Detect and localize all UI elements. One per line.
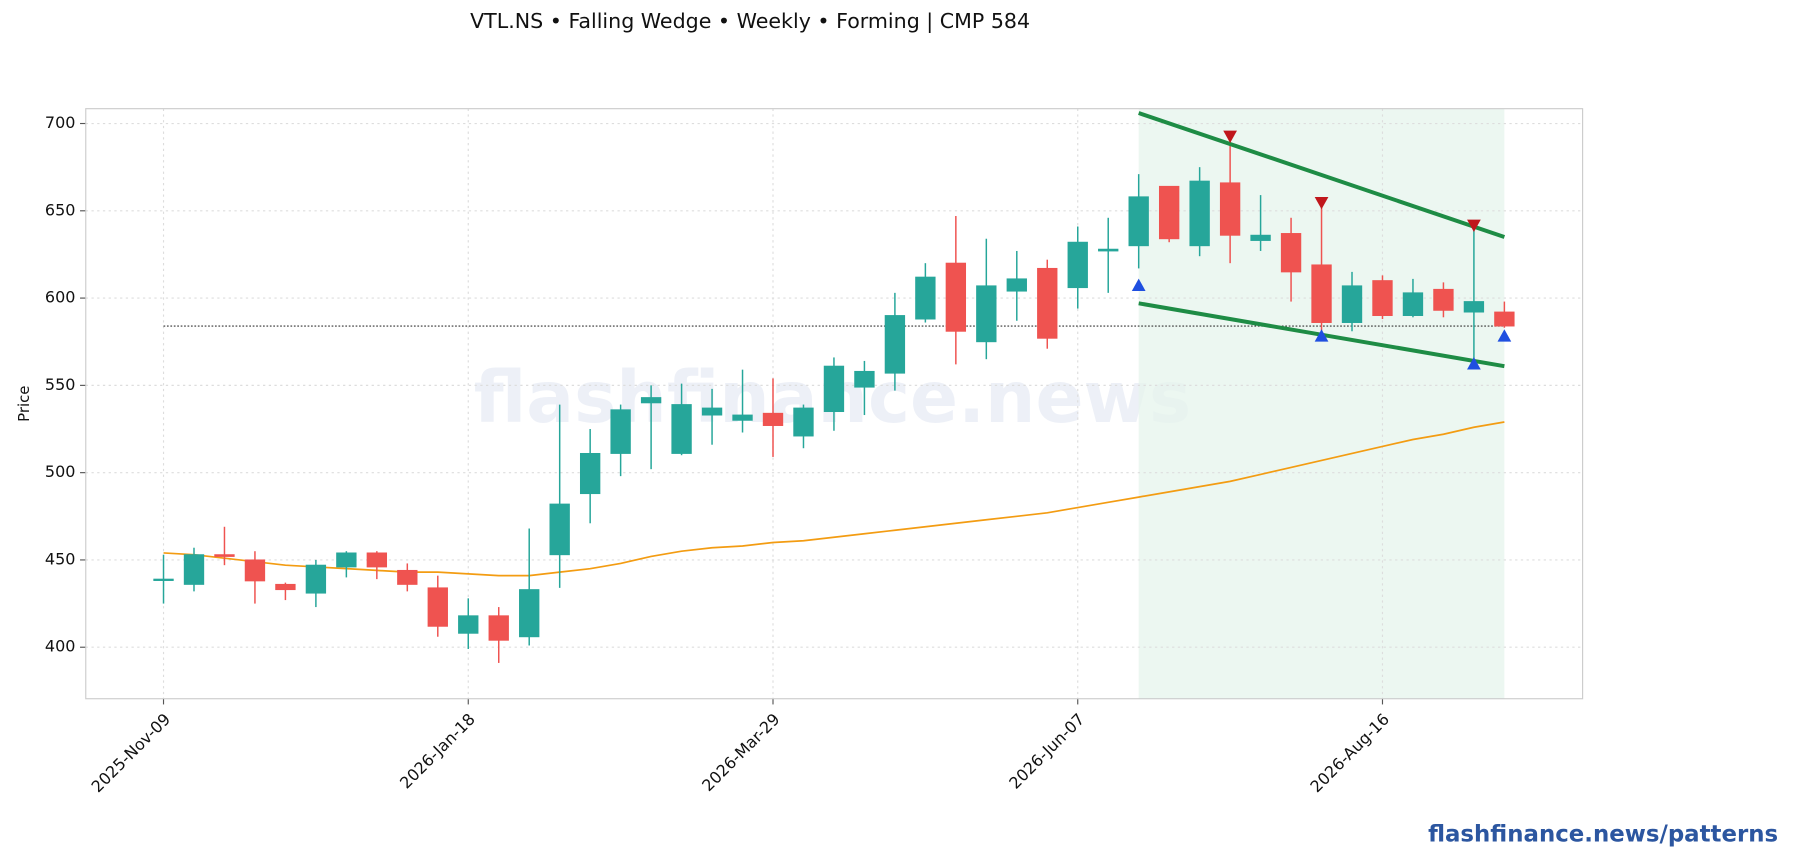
candle-body	[214, 554, 235, 557]
candle-body	[1311, 264, 1332, 323]
y-tick-label: 700	[45, 113, 76, 132]
candle-body	[519, 589, 540, 638]
candle-body	[1494, 311, 1515, 327]
x-tick-label: 2026-Aug-16	[1306, 710, 1393, 797]
x-tick-label: 2026-Jan-18	[396, 710, 479, 793]
x-tick-label: 2025-Nov-09	[88, 710, 175, 797]
candle-body	[854, 370, 875, 388]
y-tick-label: 550	[45, 375, 76, 394]
y-tick-label: 400	[45, 637, 76, 656]
footer: flashfinance.news/patterns	[1428, 821, 1778, 847]
trough-marker	[1497, 329, 1512, 342]
candle-body	[1098, 248, 1119, 252]
candle-body	[732, 414, 753, 421]
candle-body	[640, 397, 662, 404]
trough-marker	[1131, 278, 1146, 291]
candle-body	[1067, 241, 1088, 289]
chart-title: VTL.NS • Falling Wedge • Weekly • Formin…	[470, 9, 1030, 34]
candle-body	[183, 554, 205, 585]
candle-body	[1341, 285, 1363, 323]
candle-body	[1006, 278, 1027, 292]
candle-body	[549, 503, 570, 556]
peak-marker	[1223, 130, 1237, 143]
trough-marker	[1467, 357, 1481, 370]
y-tick-label: 600	[45, 288, 76, 307]
candle-body	[1372, 280, 1393, 316]
candle-body	[671, 404, 692, 454]
candle-body	[275, 583, 296, 591]
candle-body	[1433, 288, 1454, 311]
peak-marker	[1467, 219, 1481, 233]
candle-body	[305, 564, 327, 594]
y-axis-label: Price	[15, 386, 33, 422]
y-tick-label: 450	[45, 549, 76, 568]
candle-body	[336, 552, 357, 568]
peak-marker	[1314, 196, 1329, 210]
trough-marker	[1314, 329, 1329, 342]
y-tick-label: 500	[45, 462, 76, 481]
candle-body	[458, 615, 479, 634]
trendline	[1138, 111, 1506, 239]
candle-body	[427, 587, 448, 627]
candle-body	[884, 315, 906, 374]
candle-body	[945, 262, 967, 332]
x-tick-label: 2026-Mar-29	[698, 710, 783, 795]
candle-body	[1037, 267, 1058, 339]
candle-body	[1189, 180, 1210, 247]
candle-body	[610, 409, 631, 454]
moving-average-line	[163, 421, 1505, 577]
candle-body	[762, 412, 784, 426]
candle-body	[1219, 182, 1241, 236]
candle-body	[701, 407, 723, 416]
candle-body	[823, 365, 845, 413]
candle-body	[397, 569, 418, 585]
candle-body	[366, 552, 388, 568]
y-tick-label: 650	[45, 200, 76, 219]
candle-body	[153, 578, 174, 581]
candle-body	[976, 285, 997, 343]
candle-body	[488, 615, 509, 641]
candle-body	[244, 559, 266, 582]
candle-body	[579, 452, 601, 495]
candle-body	[1463, 301, 1485, 313]
plot-frame	[85, 108, 1584, 700]
candle-body	[1280, 233, 1302, 273]
candle-body	[1402, 292, 1424, 316]
candle-body	[915, 276, 936, 320]
x-tick-label: 2026-Jun-07	[1005, 710, 1088, 793]
candle-body	[1250, 234, 1271, 241]
candle-body	[1128, 196, 1149, 247]
candle-body	[793, 407, 814, 437]
candle-body	[1158, 185, 1180, 240]
